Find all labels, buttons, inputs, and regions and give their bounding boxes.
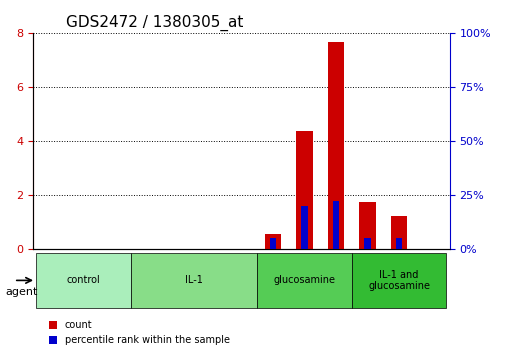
Bar [390,216,407,249]
Bar [364,238,370,249]
Text: IL-1 and
glucosamine: IL-1 and glucosamine [368,270,429,291]
FancyBboxPatch shape [351,253,445,308]
Text: IL-1: IL-1 [184,275,203,285]
FancyBboxPatch shape [36,253,130,308]
Text: glucosamine: glucosamine [273,275,335,285]
Bar [295,131,312,249]
Bar [395,238,401,249]
Bar [300,206,307,249]
Bar [264,234,281,249]
Bar [269,238,276,249]
Bar [332,201,339,249]
Text: control: control [66,275,100,285]
Text: agent: agent [5,287,37,297]
Legend: count, percentile rank within the sample: count, percentile rank within the sample [45,316,233,349]
Bar [327,42,343,249]
FancyBboxPatch shape [130,253,257,308]
Bar [359,201,375,249]
Text: GDS2472 / 1380305_at: GDS2472 / 1380305_at [66,15,243,31]
FancyBboxPatch shape [257,253,351,308]
